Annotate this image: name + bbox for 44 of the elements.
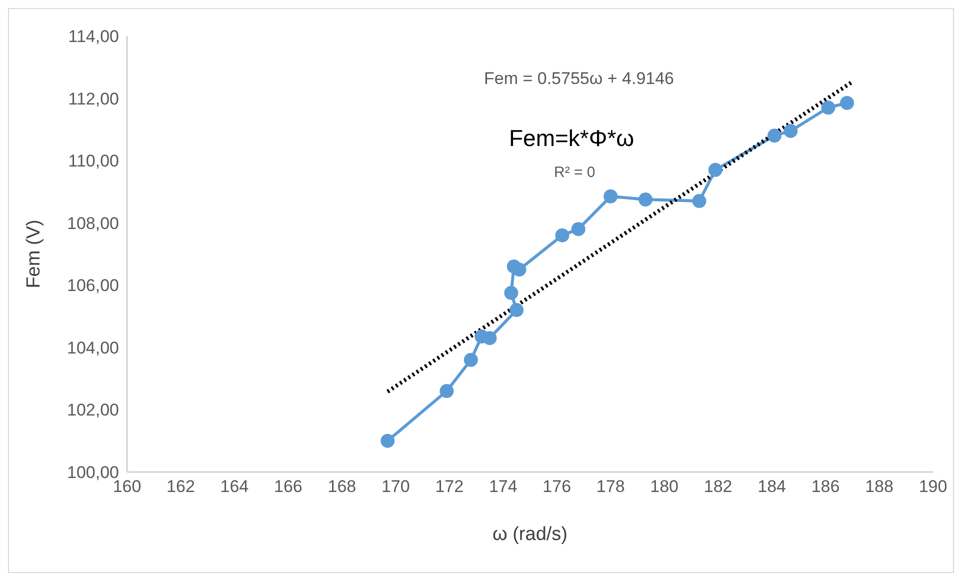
point [482, 331, 497, 346]
x-tick-label: 178 [596, 477, 625, 496]
point [821, 100, 836, 115]
y-tick-label: 108,00 [67, 214, 119, 233]
x-tick-label: 170 [381, 477, 410, 496]
y-tick-label: 102,00 [67, 400, 119, 420]
x-tick-label: 184 [758, 477, 786, 496]
point [840, 96, 854, 110]
x-tick-label: 162 [166, 477, 195, 496]
x-tick-label: 188 [865, 477, 894, 496]
y-tick-label: 110,00 [68, 152, 119, 171]
x-tick-label: 182 [704, 477, 732, 496]
x-tick-label: 172 [435, 477, 464, 496]
x-tick-label: 180 [650, 477, 679, 496]
y-axis-title: Fem (V) [24, 220, 45, 288]
point [440, 384, 454, 398]
y-tick-label: 114,00 [68, 27, 119, 46]
point [464, 352, 478, 367]
x-tick-label: 186 [811, 477, 840, 496]
annotation: Fem=k*Φ*ω [509, 125, 634, 152]
x-tick-label: 174 [488, 477, 518, 496]
point [555, 228, 570, 242]
point [380, 434, 395, 448]
x-tick-label: 164 [220, 477, 249, 496]
point [708, 162, 722, 177]
x-tick-label: 190 [918, 477, 948, 496]
point [767, 128, 782, 143]
x-tick-label: 168 [328, 477, 356, 496]
y-tick-label: 106,00 [67, 276, 119, 296]
x-tick-label: 160 [112, 477, 142, 496]
y-tick-label: 104,00 [67, 338, 119, 358]
point [638, 192, 653, 206]
point [604, 189, 618, 204]
point [692, 194, 706, 208]
annotation: R² = 0 [554, 164, 596, 181]
x-tick-label: 166 [274, 477, 302, 496]
point [571, 222, 586, 236]
annotation: Fem = 0.5755ω + 4.9146 [484, 69, 674, 89]
point [784, 124, 798, 138]
point [504, 286, 518, 300]
point [510, 303, 524, 318]
x-tick-label: 176 [542, 477, 572, 496]
x-axis-title: ω (rad/s) [492, 524, 568, 545]
y-tick-label: 112,00 [68, 89, 119, 108]
